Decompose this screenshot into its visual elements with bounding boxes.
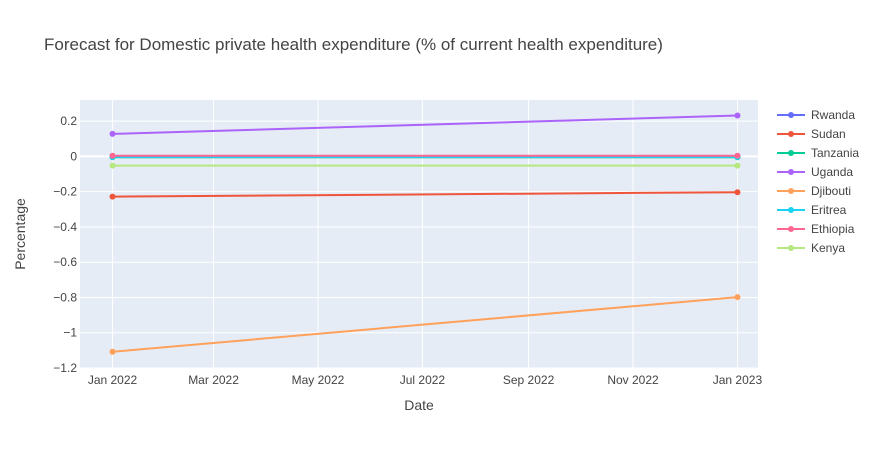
series-sudan bbox=[109, 189, 741, 200]
y-tick-label: −1 bbox=[63, 326, 77, 340]
legend-label: Rwanda bbox=[811, 108, 855, 122]
series-kenya bbox=[109, 162, 741, 169]
x-tick-labels: Jan 2022 Mar 2022 May 2022 Jul 2022 Sep 2022… bbox=[88, 373, 763, 387]
y-tick-label: −0.8 bbox=[53, 290, 77, 304]
legend-label: Ethiopia bbox=[811, 222, 855, 236]
data-point-uganda bbox=[109, 130, 116, 137]
series-line-sudan bbox=[112, 191, 738, 198]
x-tick-label: May 2022 bbox=[292, 373, 345, 387]
data-point-kenya bbox=[109, 162, 116, 169]
x-tick-label: Mar 2022 bbox=[188, 373, 239, 387]
x-tick-label: Jul 2022 bbox=[400, 373, 446, 387]
y-tick-labels: 0.2 0 −0.2 −0.4 −0.6 −0.8 −1 −1.2 bbox=[53, 114, 77, 375]
legend-item-sudan[interactable]: Sudan bbox=[777, 127, 846, 141]
y-tick-label: −0.6 bbox=[53, 255, 77, 269]
y-tick-label: −0.2 bbox=[53, 185, 77, 199]
x-axis-title: Date bbox=[404, 397, 434, 413]
legend-swatch-marker bbox=[788, 188, 794, 194]
legend-item-kenya[interactable]: Kenya bbox=[777, 241, 845, 255]
series-uganda bbox=[109, 112, 741, 137]
y-axis-title: Percentage bbox=[12, 198, 28, 270]
x-tick-label: Sep 2022 bbox=[503, 373, 555, 387]
x-tick-label: Nov 2022 bbox=[607, 373, 659, 387]
legend-swatch-marker bbox=[788, 131, 794, 137]
legend-label: Sudan bbox=[811, 127, 846, 141]
series-line-uganda bbox=[112, 114, 738, 135]
legend-label: Tanzania bbox=[811, 146, 859, 160]
legend-swatch-marker bbox=[788, 150, 794, 156]
data-point-djibouti bbox=[734, 294, 741, 301]
data-point-sudan bbox=[734, 189, 741, 196]
y-tick-label: −1.2 bbox=[53, 361, 77, 375]
legend-label: Uganda bbox=[811, 165, 853, 179]
legend-swatch-marker bbox=[788, 245, 794, 251]
y-tick-label: 0.2 bbox=[60, 114, 77, 128]
legend-swatch-marker bbox=[788, 226, 794, 232]
legend-item-eritrea[interactable]: Eritrea bbox=[777, 203, 847, 217]
legend-swatch-marker bbox=[788, 207, 794, 213]
legend-item-rwanda[interactable]: Rwanda bbox=[777, 108, 855, 122]
series-line-djibouti bbox=[112, 296, 738, 353]
data-point-djibouti bbox=[109, 348, 116, 355]
data-point-kenya bbox=[734, 162, 741, 169]
legend-item-tanzania[interactable]: Tanzania bbox=[777, 146, 859, 160]
data-point-ethiopia bbox=[109, 152, 116, 159]
x-tick-label: Jan 2022 bbox=[88, 373, 138, 387]
legend-label: Eritrea bbox=[811, 203, 847, 217]
data-point-uganda bbox=[734, 112, 741, 119]
series-djibouti bbox=[109, 294, 741, 355]
series-ethiopia bbox=[109, 152, 741, 159]
plot-area bbox=[80, 100, 758, 368]
legend-swatch-marker bbox=[788, 169, 794, 175]
x-tick-label: Jan 2023 bbox=[713, 373, 763, 387]
series-lines bbox=[109, 112, 741, 355]
data-point-ethiopia bbox=[734, 152, 741, 159]
chart-title: Forecast for Domestic private health exp… bbox=[44, 35, 663, 54]
y-tick-label: −0.4 bbox=[53, 220, 77, 234]
legend-item-uganda[interactable]: Uganda bbox=[777, 165, 853, 179]
y-tick-label: 0 bbox=[70, 149, 77, 163]
legend-item-ethiopia[interactable]: Ethiopia bbox=[777, 222, 855, 236]
legend-swatch-marker bbox=[788, 112, 794, 118]
x-gridlines bbox=[112, 100, 738, 368]
legend: Rwanda Sudan Tanzania Uganda Djibouti Eritrea… bbox=[777, 108, 859, 255]
data-point-sudan bbox=[109, 193, 116, 200]
legend-label: Djibouti bbox=[811, 184, 851, 198]
legend-label: Kenya bbox=[811, 241, 845, 255]
legend-item-djibouti[interactable]: Djibouti bbox=[777, 184, 851, 198]
